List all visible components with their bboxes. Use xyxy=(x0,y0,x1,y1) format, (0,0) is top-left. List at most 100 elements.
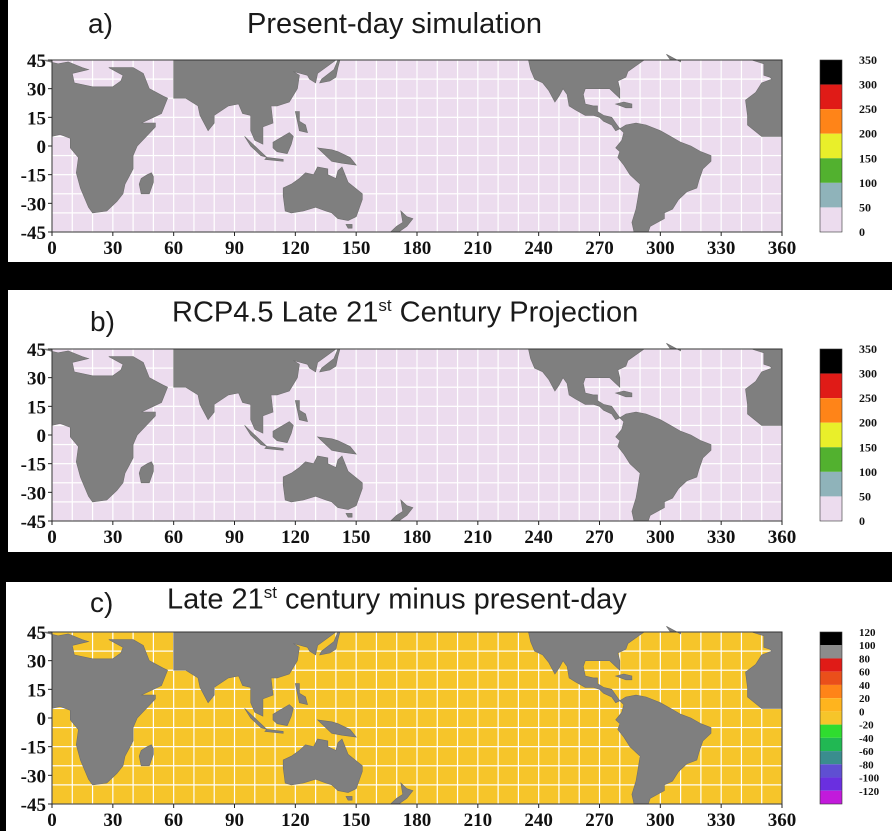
grid-cell xyxy=(559,194,579,213)
grid-cell xyxy=(356,670,376,689)
grid-cell xyxy=(600,156,620,175)
x-tick-label: 120 xyxy=(281,810,310,831)
grid-cell xyxy=(336,98,356,117)
grid-cell xyxy=(316,117,336,136)
grid-cell xyxy=(660,632,681,651)
grid-cell xyxy=(417,213,437,232)
grid-cell xyxy=(295,651,316,670)
grid-cell xyxy=(660,98,681,117)
landmass xyxy=(528,631,646,704)
grid-cell xyxy=(478,483,498,502)
x-tick-label: 300 xyxy=(646,238,675,259)
panel-c-title-after: century minus present-day xyxy=(277,583,627,616)
grid-cell xyxy=(133,502,153,521)
grid-cell xyxy=(397,747,417,766)
panel-b-title: RCP4.5 Late 21st Century Projection xyxy=(172,296,638,330)
grid-cell xyxy=(478,175,498,194)
grid-cell xyxy=(539,387,559,406)
colorbar: 350 300 250 200 150 100 50 0 xyxy=(819,342,877,528)
grid-cell xyxy=(701,483,721,502)
grid-cell xyxy=(437,728,457,747)
grid-cell xyxy=(214,406,234,425)
grid-cell xyxy=(478,464,498,483)
grid-cell xyxy=(417,464,437,483)
colorbar-swatch xyxy=(820,398,842,423)
grid-cell xyxy=(478,60,498,79)
grid-cell xyxy=(640,60,660,79)
grid-cell xyxy=(701,194,721,213)
grid-cell xyxy=(600,98,620,117)
grid-cell xyxy=(498,709,518,727)
colorbar-swatch xyxy=(820,158,842,183)
landmass xyxy=(316,436,357,455)
grid-cell xyxy=(255,175,275,194)
x-tick-label: 270 xyxy=(585,527,614,548)
grid-cell xyxy=(377,387,397,406)
grid-cell xyxy=(52,426,72,444)
grid-cell xyxy=(518,406,539,425)
grid-cell xyxy=(397,368,417,387)
grid-cell xyxy=(52,709,72,727)
grid-cell xyxy=(437,60,457,79)
grid-cell xyxy=(518,766,539,785)
grid-cell xyxy=(478,349,498,368)
grid-cell xyxy=(498,349,518,368)
grid-cell xyxy=(579,213,599,232)
grid-cell xyxy=(52,766,72,785)
grid-cell xyxy=(681,785,701,804)
grid-cell xyxy=(356,387,376,406)
colorbar-swatch xyxy=(820,133,842,159)
colorbar-swatch xyxy=(820,751,842,765)
grid-cell xyxy=(518,117,539,136)
grid-cell xyxy=(579,785,599,804)
grid-cell xyxy=(174,483,194,502)
grid-cell xyxy=(356,709,376,727)
grid-cell xyxy=(518,426,539,444)
grid-cell xyxy=(437,670,457,689)
x-tick-label: 0 xyxy=(47,238,57,259)
grid-cell xyxy=(579,156,599,175)
grid-cell xyxy=(539,483,559,502)
grid-cell xyxy=(275,689,295,708)
grid-cell xyxy=(721,766,741,785)
colorbar-label: 40 xyxy=(859,680,871,692)
grid-cell xyxy=(52,464,72,483)
grid-cell xyxy=(295,670,316,689)
grid-cell xyxy=(377,194,397,213)
grid-cell xyxy=(458,728,478,747)
colorbar-label: 50 xyxy=(859,200,871,214)
grid-cell xyxy=(600,213,620,232)
grid-cell xyxy=(721,98,741,117)
y-tick-label: 15 xyxy=(27,680,46,701)
y-tick-label: 30 xyxy=(27,652,46,673)
grid-cell xyxy=(153,483,174,502)
grid-cell xyxy=(518,194,539,213)
grid-cell xyxy=(214,766,234,785)
grid-cell xyxy=(417,709,437,727)
grid-cell xyxy=(397,60,417,79)
grid-cell xyxy=(153,728,174,747)
grid-cell xyxy=(640,670,660,689)
panel-b-title-text: RCP4.5 Late 21 xyxy=(172,296,379,329)
grid-cell xyxy=(600,137,620,155)
grid-cell xyxy=(153,194,174,213)
grid-cell xyxy=(235,728,255,747)
x-tick-label: 60 xyxy=(164,238,183,259)
grid-cell xyxy=(498,117,518,136)
grid-cell xyxy=(417,785,437,804)
grid-cell xyxy=(377,349,397,368)
grid-cell xyxy=(600,766,620,785)
grid-cell xyxy=(235,785,255,804)
grid-cell xyxy=(295,387,316,406)
grid-cell xyxy=(478,213,498,232)
grid-cell xyxy=(701,117,721,136)
land xyxy=(41,343,783,522)
grid-cell xyxy=(316,785,336,804)
grid-cell xyxy=(214,137,234,155)
grid-cell xyxy=(681,368,701,387)
grid-cell xyxy=(498,632,518,651)
grid-cell xyxy=(458,137,478,155)
grid-cell xyxy=(93,785,113,804)
grid-cell xyxy=(518,502,539,521)
